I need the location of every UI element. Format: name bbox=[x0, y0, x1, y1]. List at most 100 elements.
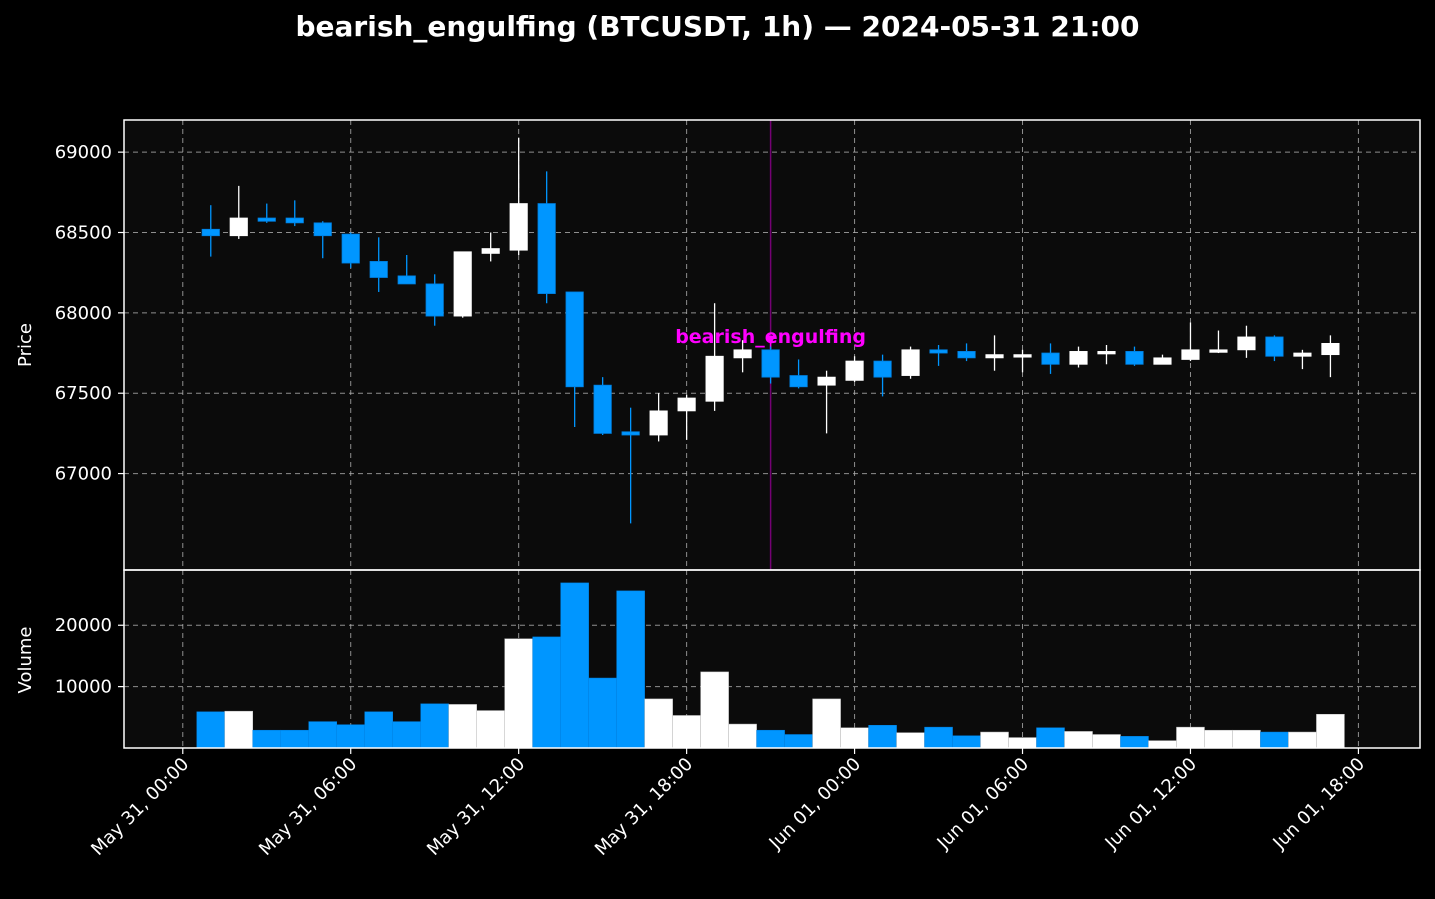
x-tick-label: Jun 01, 18:00 bbox=[1268, 754, 1368, 854]
volume-bar bbox=[672, 715, 701, 749]
volume-bar bbox=[1064, 731, 1093, 749]
candle-body bbox=[1069, 351, 1088, 365]
candle-body bbox=[957, 351, 976, 359]
volume-tick-label: 20000 bbox=[55, 615, 112, 636]
volume-bar bbox=[1176, 726, 1205, 749]
volume-bar bbox=[392, 721, 421, 749]
volume-bar bbox=[1036, 727, 1065, 749]
candle-body bbox=[341, 233, 360, 264]
annotation-label: bearish_engulfing bbox=[675, 326, 866, 348]
volume-bar bbox=[700, 671, 729, 749]
volume-bar bbox=[924, 726, 953, 749]
candle-body bbox=[1153, 357, 1172, 365]
volume-bar bbox=[1008, 737, 1037, 749]
x-tick-label: May 31, 18:00 bbox=[591, 754, 697, 860]
candle-body bbox=[901, 349, 920, 376]
annotation-arrowhead bbox=[765, 335, 776, 345]
x-tick-label: May 31, 06:00 bbox=[255, 754, 361, 860]
price-tick-label: 67000 bbox=[55, 464, 112, 485]
volume-bar bbox=[560, 582, 589, 749]
volume-bar bbox=[1260, 731, 1289, 749]
candle-body bbox=[257, 217, 276, 222]
candle-body bbox=[425, 283, 444, 317]
candle-body bbox=[1209, 349, 1228, 353]
candle-body bbox=[1013, 354, 1032, 358]
price-candles bbox=[201, 137, 1340, 524]
volume-bar bbox=[1092, 734, 1121, 749]
volume-panel-bg bbox=[124, 570, 1420, 748]
candle-body bbox=[453, 251, 472, 317]
price-axis-label: Price bbox=[15, 323, 36, 367]
volume-bar bbox=[840, 727, 869, 749]
candle-body bbox=[873, 360, 892, 378]
candle-body bbox=[1097, 351, 1116, 355]
price-tick-label: 68000 bbox=[55, 303, 112, 324]
x-tick-label: May 31, 00:00 bbox=[87, 754, 193, 860]
volume-bar bbox=[252, 729, 282, 749]
volume-bar bbox=[532, 636, 561, 749]
candle-body bbox=[1125, 351, 1144, 365]
candle-body bbox=[201, 228, 220, 237]
volume-bar bbox=[224, 710, 254, 749]
candle-body bbox=[369, 261, 388, 278]
volume-axis-label: Volume bbox=[15, 627, 36, 694]
volume-panel-frame bbox=[123, 569, 1421, 749]
candle-body bbox=[313, 222, 332, 237]
volume-bar bbox=[616, 590, 645, 749]
volume-bar bbox=[756, 729, 785, 749]
volume-bar bbox=[504, 638, 533, 749]
candle-body bbox=[285, 217, 304, 224]
candle-body bbox=[929, 349, 948, 354]
price-tick-label: 68500 bbox=[55, 223, 112, 244]
x-tick-label: Jun 01, 00:00 bbox=[765, 754, 865, 854]
chart-title: bearish_engulfing (BTCUSDT, 1h) — 2024-0… bbox=[295, 10, 1140, 43]
price-tick-label: 69000 bbox=[55, 142, 112, 163]
volume-bar bbox=[1316, 713, 1345, 749]
candle-body bbox=[789, 375, 808, 388]
volume-bar bbox=[476, 710, 505, 749]
candle-body bbox=[537, 203, 556, 294]
candle-body bbox=[1321, 342, 1340, 356]
volume-bar bbox=[728, 723, 757, 749]
candle-body bbox=[1293, 352, 1312, 357]
candle-body bbox=[1041, 352, 1060, 365]
volume-bar bbox=[1120, 736, 1149, 749]
volume-bar bbox=[896, 732, 925, 749]
volume-bar bbox=[952, 735, 981, 749]
pattern-marker: bearish_engulfing bbox=[675, 120, 866, 570]
candle-body bbox=[817, 376, 836, 386]
volume-bar bbox=[588, 677, 617, 749]
volume-bar bbox=[980, 731, 1009, 749]
candle-body bbox=[1181, 349, 1200, 360]
volume-bar bbox=[196, 711, 226, 749]
volume-bar bbox=[784, 734, 813, 749]
volume-bar bbox=[336, 724, 365, 749]
volume-bar bbox=[1148, 740, 1177, 749]
volume-bar bbox=[644, 698, 673, 749]
x-tick-label: Jun 01, 12:00 bbox=[1101, 754, 1201, 854]
volume-bar bbox=[308, 721, 337, 749]
price-panel-bg bbox=[124, 120, 1420, 570]
candle-body bbox=[1237, 336, 1256, 351]
candle-body bbox=[509, 203, 528, 251]
candle-body bbox=[677, 397, 696, 412]
candle-body bbox=[229, 217, 248, 237]
candle-body bbox=[705, 355, 724, 402]
candle-body bbox=[621, 431, 640, 436]
candle-body bbox=[593, 384, 612, 434]
x-tick-label: Jun 01, 06:00 bbox=[933, 754, 1033, 854]
volume-bar bbox=[420, 703, 449, 749]
candle-body bbox=[761, 349, 780, 378]
volume-bar bbox=[280, 729, 309, 749]
volume-bar bbox=[1232, 729, 1261, 749]
volume-bar bbox=[448, 704, 477, 749]
candle-body bbox=[1265, 336, 1284, 357]
volume-bar bbox=[1204, 729, 1233, 749]
candle-body bbox=[649, 410, 668, 436]
candle-body bbox=[985, 354, 1004, 359]
candle-body bbox=[481, 248, 500, 254]
volume-bar bbox=[812, 698, 841, 749]
volume-tick-label: 10000 bbox=[55, 677, 112, 698]
candle-body bbox=[397, 275, 416, 285]
